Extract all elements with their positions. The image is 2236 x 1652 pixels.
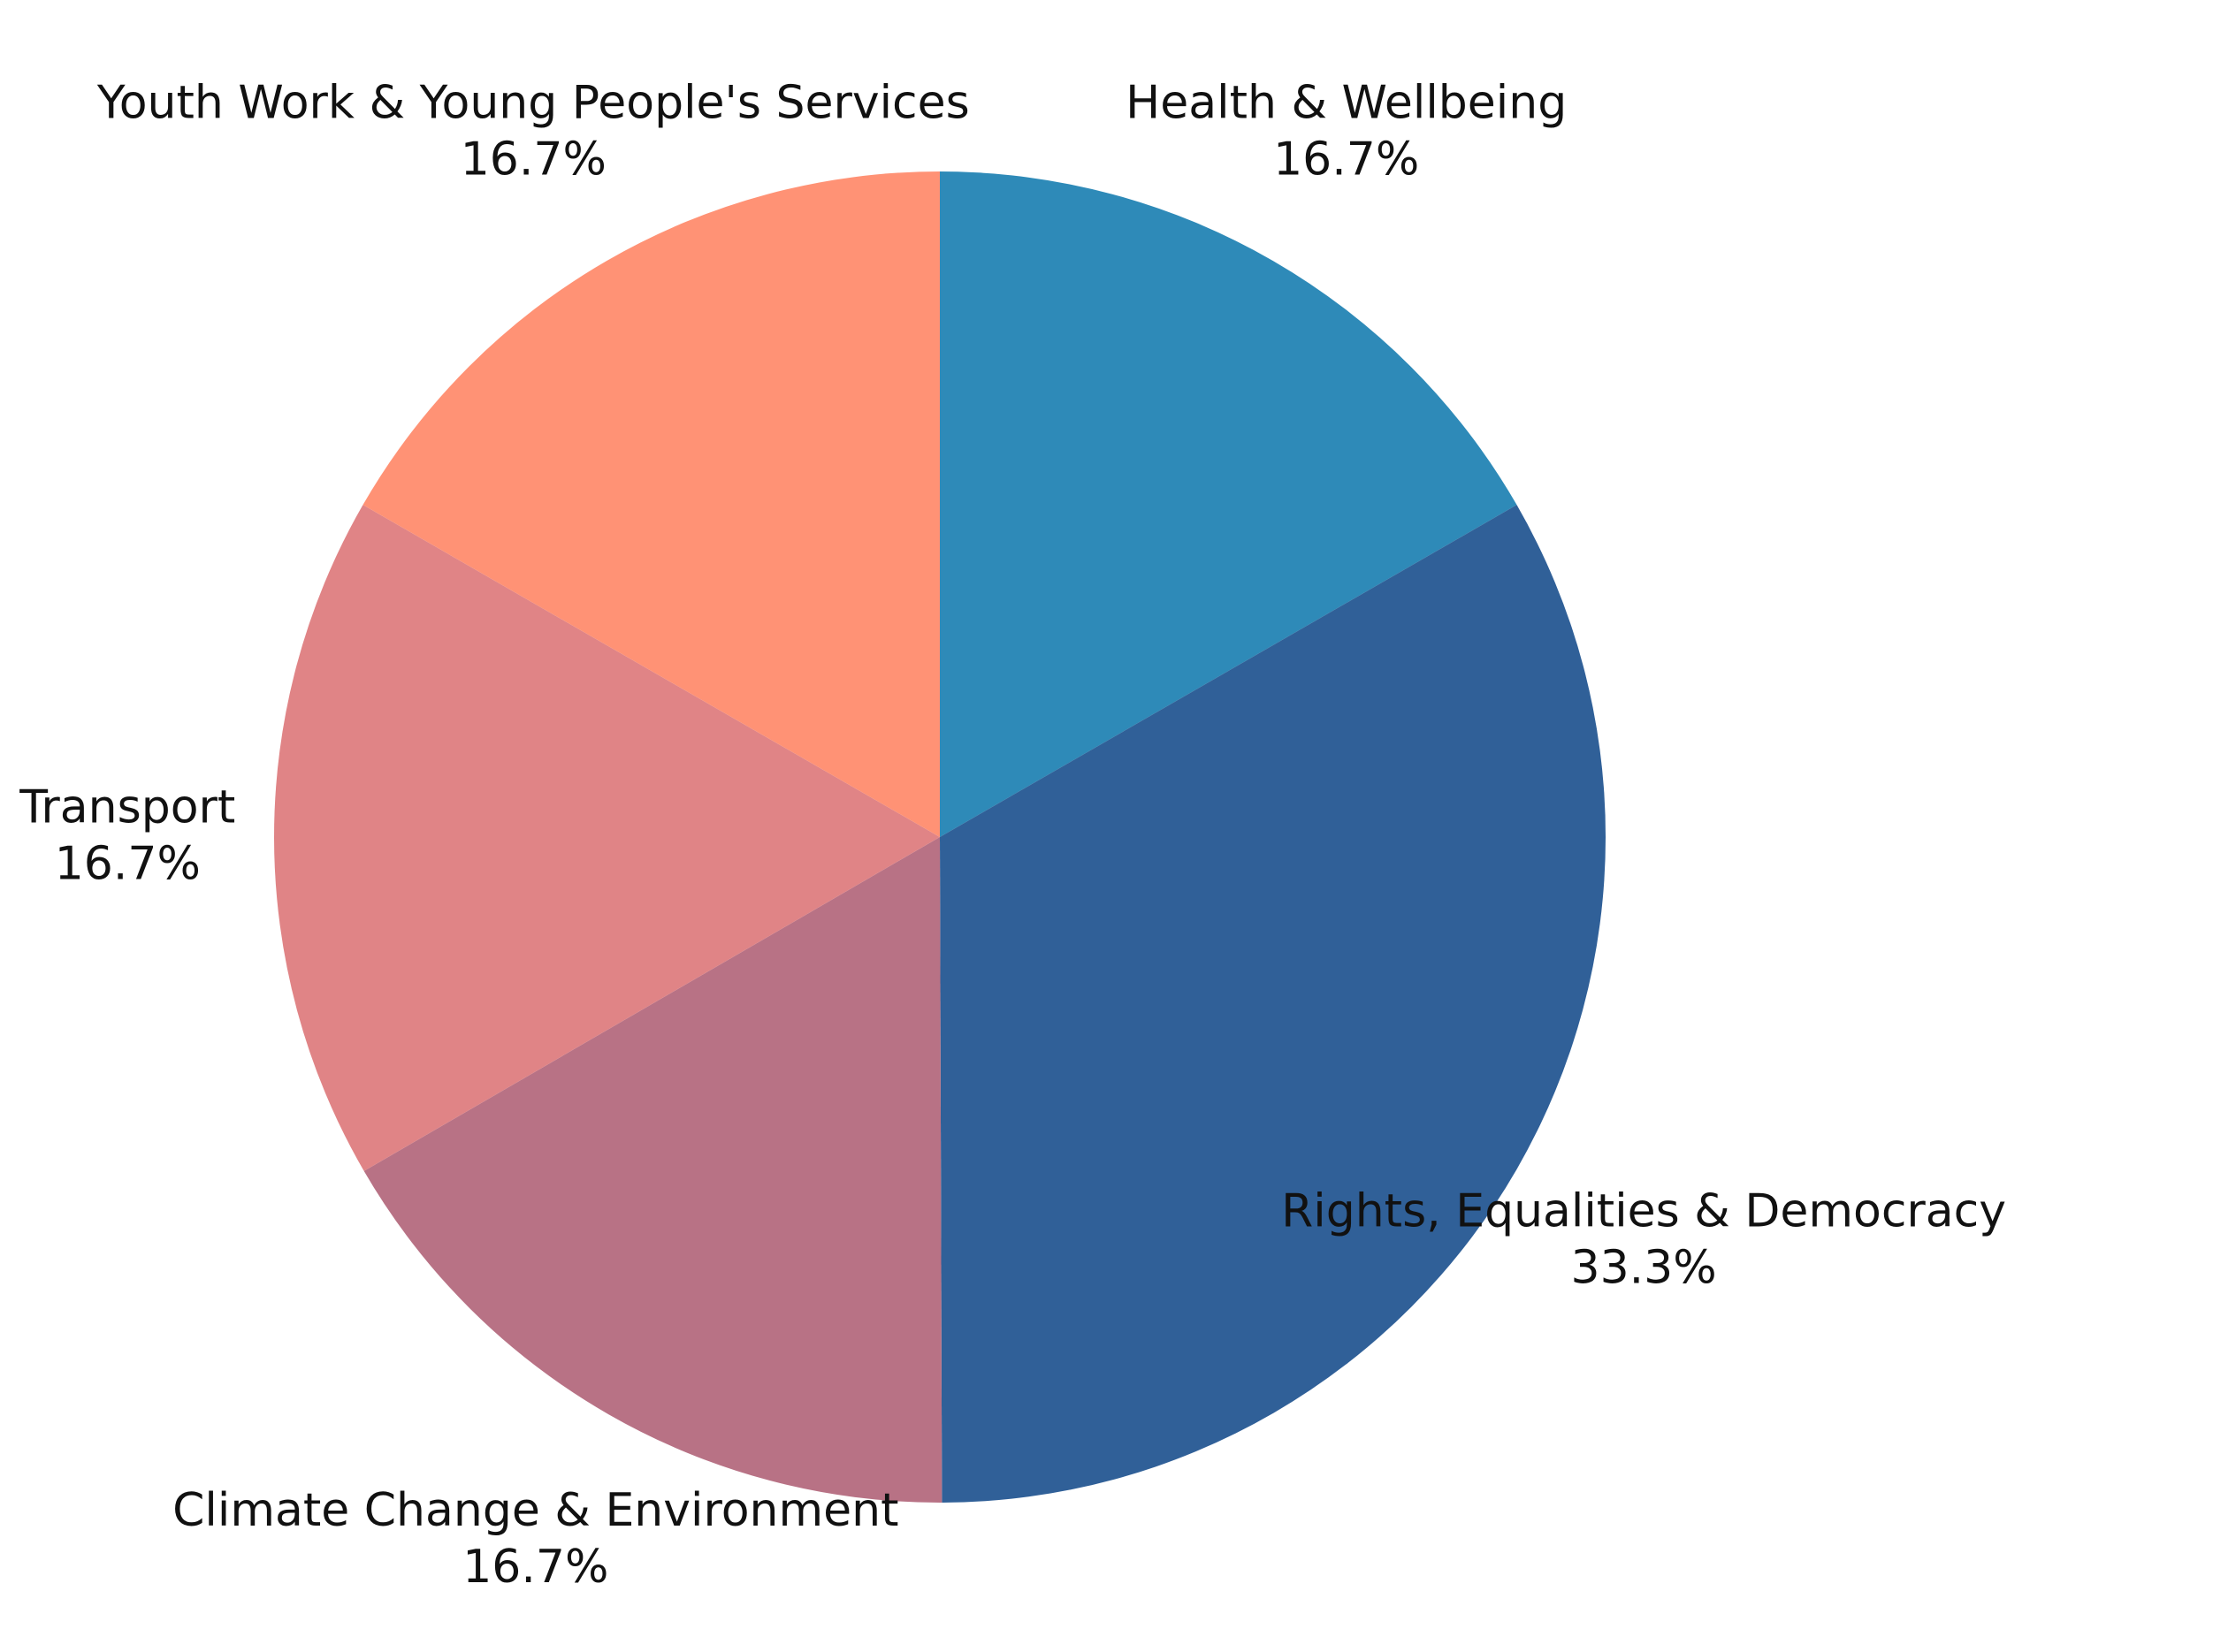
slice-label-health-wellbeing: Health & Wellbeing [1126, 77, 1567, 130]
slice-percent-climate-change-environment: 16.7% [462, 1541, 608, 1594]
slice-percent-rights-equalities-democracy: 33.3% [1570, 1242, 1716, 1295]
slice-percent-youth-work-young-people-s-services: 16.7% [461, 133, 607, 187]
pie-slices [274, 171, 1606, 1503]
slice-label-transport: Transport [19, 780, 235, 834]
slice-label-rights-equalities-democracy: Rights, Equalities & Democracy [1281, 1185, 2006, 1238]
slice-label-climate-change-environment: Climate Change & Environment [172, 1484, 898, 1537]
slice-percent-health-wellbeing: 16.7% [1273, 133, 1419, 187]
slice-percent-transport: 16.7% [55, 837, 201, 890]
slice-label-youth-work-young-people-s-services: Youth Work & Young People's Services [96, 77, 970, 130]
